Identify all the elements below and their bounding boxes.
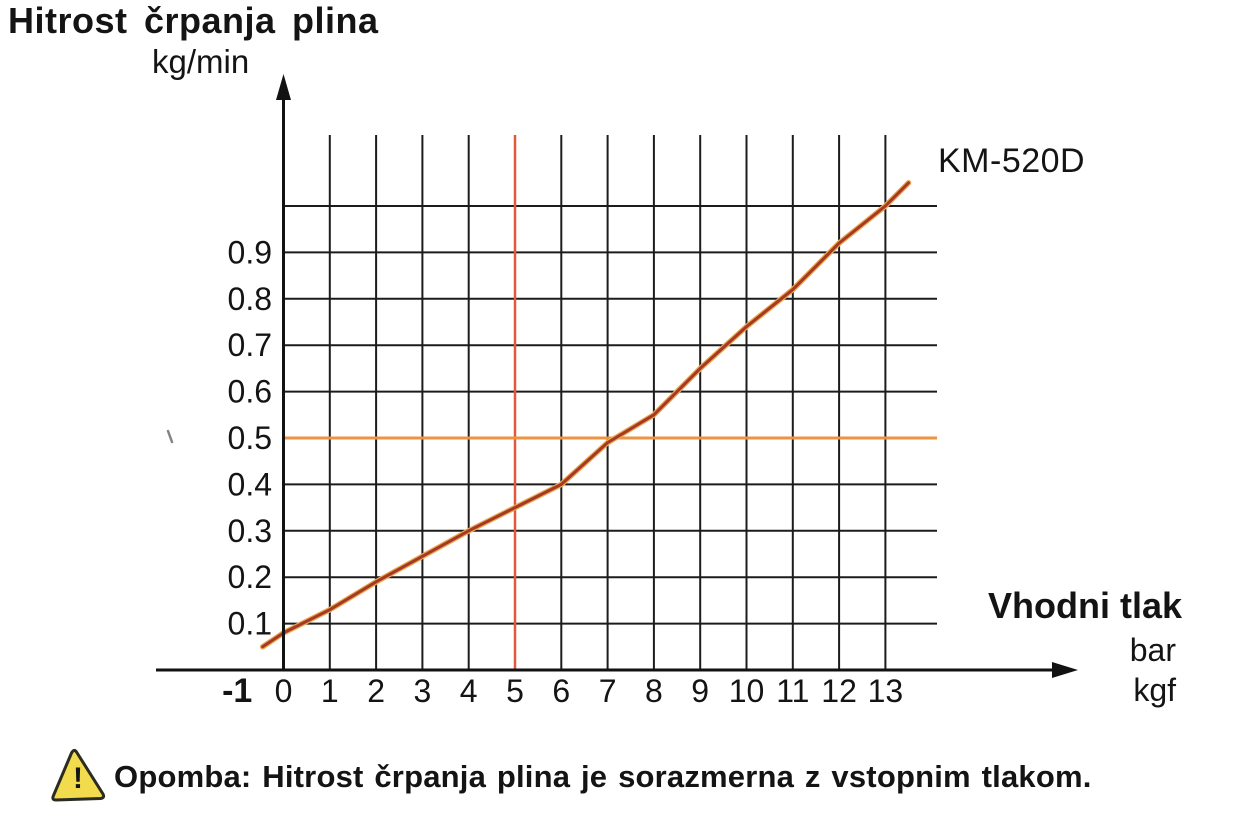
x-tick-label: -1 <box>222 672 252 710</box>
x-tick-label: 9 <box>691 673 709 709</box>
x-tick-label: 0 <box>275 673 293 709</box>
x-tick-label: 11 <box>776 673 809 709</box>
y-tick-label: 0.4 <box>228 466 272 502</box>
y-tick-label: 0.3 <box>228 513 272 549</box>
y-tick-label: 0.2 <box>228 559 272 595</box>
x-tick-label: 5 <box>506 673 524 709</box>
x-tick-label: 6 <box>552 673 570 709</box>
axes <box>156 74 1078 678</box>
y-tick-label: 0.1 <box>228 606 272 642</box>
y-tick-label: 0.8 <box>228 281 272 317</box>
y-axis-arrow-icon <box>276 74 291 100</box>
chart-canvas: -1 0 1 2 3 4 5 6 7 8 9 10 11 12 130.10.20.30.40.50.60.… <box>156 74 1078 710</box>
y-tick-label: 0.5 <box>228 420 272 456</box>
y-tick-label: 0.9 <box>228 234 272 270</box>
warning-triangle-shape <box>51 748 106 802</box>
grid-layer <box>259 135 937 670</box>
x-axis-title: Vhodni tlak <box>987 585 1182 626</box>
series-label-km520d: KM-520D <box>938 142 1086 180</box>
x-tick-label: 8 <box>645 673 663 709</box>
x-tick-label: 3 <box>414 673 432 709</box>
y-axis-unit-label: kg/min <box>152 43 250 80</box>
y-tick-label: 0.7 <box>228 327 272 363</box>
x-axis-arrow-icon <box>1052 662 1078 678</box>
tick-label-layer: -1 0 1 2 3 4 5 6 7 8 9 10 11 12 130.10.20.30.40.50.60.… <box>222 234 903 710</box>
x-tick-label: 7 <box>599 673 617 709</box>
x-tick-label: 13 <box>868 673 904 709</box>
x-tick-label: 2 <box>367 673 385 709</box>
note-text: Opomba: Hitrost črpanja plina je sorazme… <box>114 759 1092 794</box>
x-tick-label: 1 <box>321 673 339 709</box>
x-axis-unit-bar: bar <box>1129 632 1176 668</box>
chart-title: Hitrost črpanja plina <box>8 0 379 41</box>
y-tick-label: 0.6 <box>228 374 272 410</box>
x-tick-label: 4 <box>460 673 478 709</box>
curve-km520d <box>261 181 911 649</box>
x-axis-unit-kgf: kgf <box>1133 672 1176 708</box>
warning-triangle-icon: ! <box>51 748 106 802</box>
scan-artifact <box>166 429 174 444</box>
warning-exclamation-mark: ! <box>73 762 83 795</box>
x-tick-label: 12 <box>821 673 857 709</box>
x-tick-label: 10 <box>729 673 765 709</box>
